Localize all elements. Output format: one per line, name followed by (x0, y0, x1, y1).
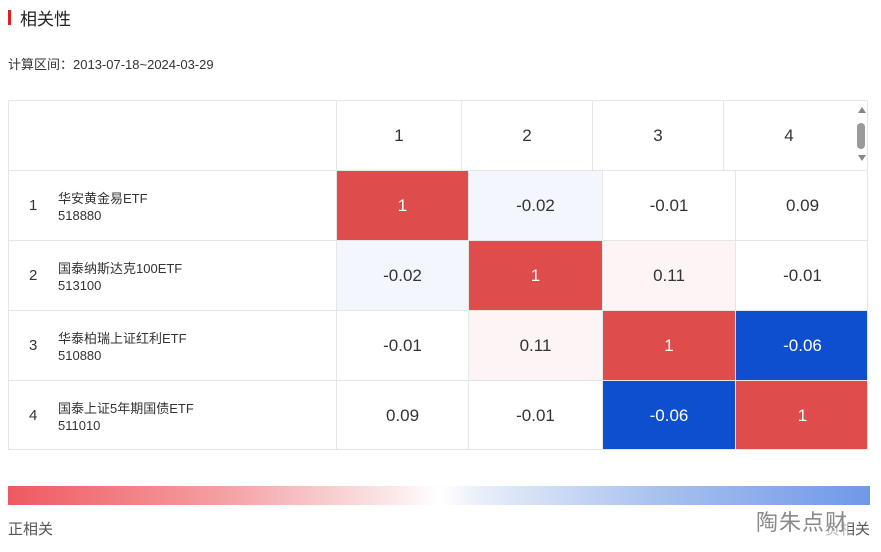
correlation-cell: -0.02 (336, 241, 468, 310)
section-title: 相关性 (20, 9, 71, 29)
fund-code: 511010 (58, 418, 101, 433)
table-row: 4 国泰上证5年期国债ETF 511010 0.09 -0.01 -0.06 1 (9, 381, 867, 449)
row-label: 4 国泰上证5年期国债ETF 511010 (9, 381, 336, 449)
correlation-cell: -0.06 (602, 381, 735, 449)
correlation-cell: 0.09 (336, 381, 468, 449)
row-index: 4 (29, 407, 38, 424)
row-label: 3 华泰柏瑞上证红利ETF 510880 (9, 311, 336, 380)
fund-name: 国泰纳斯达克100ETF (58, 261, 183, 276)
fund-name: 华安黄金易ETF (58, 191, 148, 206)
row-index: 1 (29, 197, 38, 214)
column-header-3: 3 (592, 101, 723, 170)
table-row: 1 华安黄金易ETF 518880 1 -0.02 -0.01 0.09 (9, 171, 867, 241)
correlation-cell: 1 (602, 311, 735, 380)
column-header-2: 2 (461, 101, 592, 170)
correlation-cell: -0.06 (735, 311, 867, 380)
correlation-cell: -0.01 (735, 241, 867, 310)
correlation-cell: 0.11 (602, 241, 735, 310)
correlation-cell: -0.01 (336, 311, 468, 380)
column-header-1: 1 (336, 101, 461, 170)
correlation-color-scale (8, 486, 870, 505)
fund-code: 518880 (58, 208, 102, 223)
fund-code: 513100 (58, 278, 102, 293)
table-scrollbar[interactable] (855, 101, 867, 171)
correlation-cell: 0.09 (735, 171, 867, 240)
correlation-cell: -0.01 (602, 171, 735, 240)
calc-range-text: 计算区间：2013-07-18~2024-03-29 (8, 57, 214, 72)
correlation-cell: 1 (468, 241, 602, 310)
row-label: 1 华安黄金易ETF 518880 (9, 171, 336, 240)
correlation-cell: 1 (735, 381, 867, 449)
column-header-4: 4 (723, 101, 854, 170)
row-label: 2 国泰纳斯达克100ETF 513100 (9, 241, 336, 310)
legend-positive-label: 正相关 (8, 521, 54, 538)
correlation-cell: -0.02 (468, 171, 602, 240)
table-row: 3 华泰柏瑞上证红利ETF 510880 -0.01 0.11 1 -0.06 (9, 311, 867, 381)
section-header: 相关性 (8, 6, 71, 29)
table-header: 1 2 3 4 (9, 101, 867, 171)
correlation-cell: 0.11 (468, 311, 602, 380)
scroll-thumb[interactable] (857, 123, 865, 149)
scroll-down-arrow-icon[interactable] (858, 155, 866, 161)
fund-name: 华泰柏瑞上证红利ETF (58, 331, 187, 346)
fund-name: 国泰上证5年期国债ETF (58, 401, 194, 416)
title-accent-bar (8, 9, 11, 25)
fund-code: 510880 (58, 348, 102, 363)
scroll-up-arrow-icon[interactable] (858, 107, 866, 113)
correlation-table[interactable]: 1 2 3 4 1 华安黄金易ETF 518880 1 -0.02 -0.01 … (8, 100, 868, 450)
row-index: 3 (29, 337, 38, 354)
correlation-cell: 1 (336, 171, 468, 240)
watermark-text: 陶朱点财 (756, 505, 849, 537)
correlation-cell: -0.01 (468, 381, 602, 449)
table-row: 2 国泰纳斯达克100ETF 513100 -0.02 1 0.11 -0.01 (9, 241, 867, 311)
row-index: 2 (29, 267, 38, 284)
